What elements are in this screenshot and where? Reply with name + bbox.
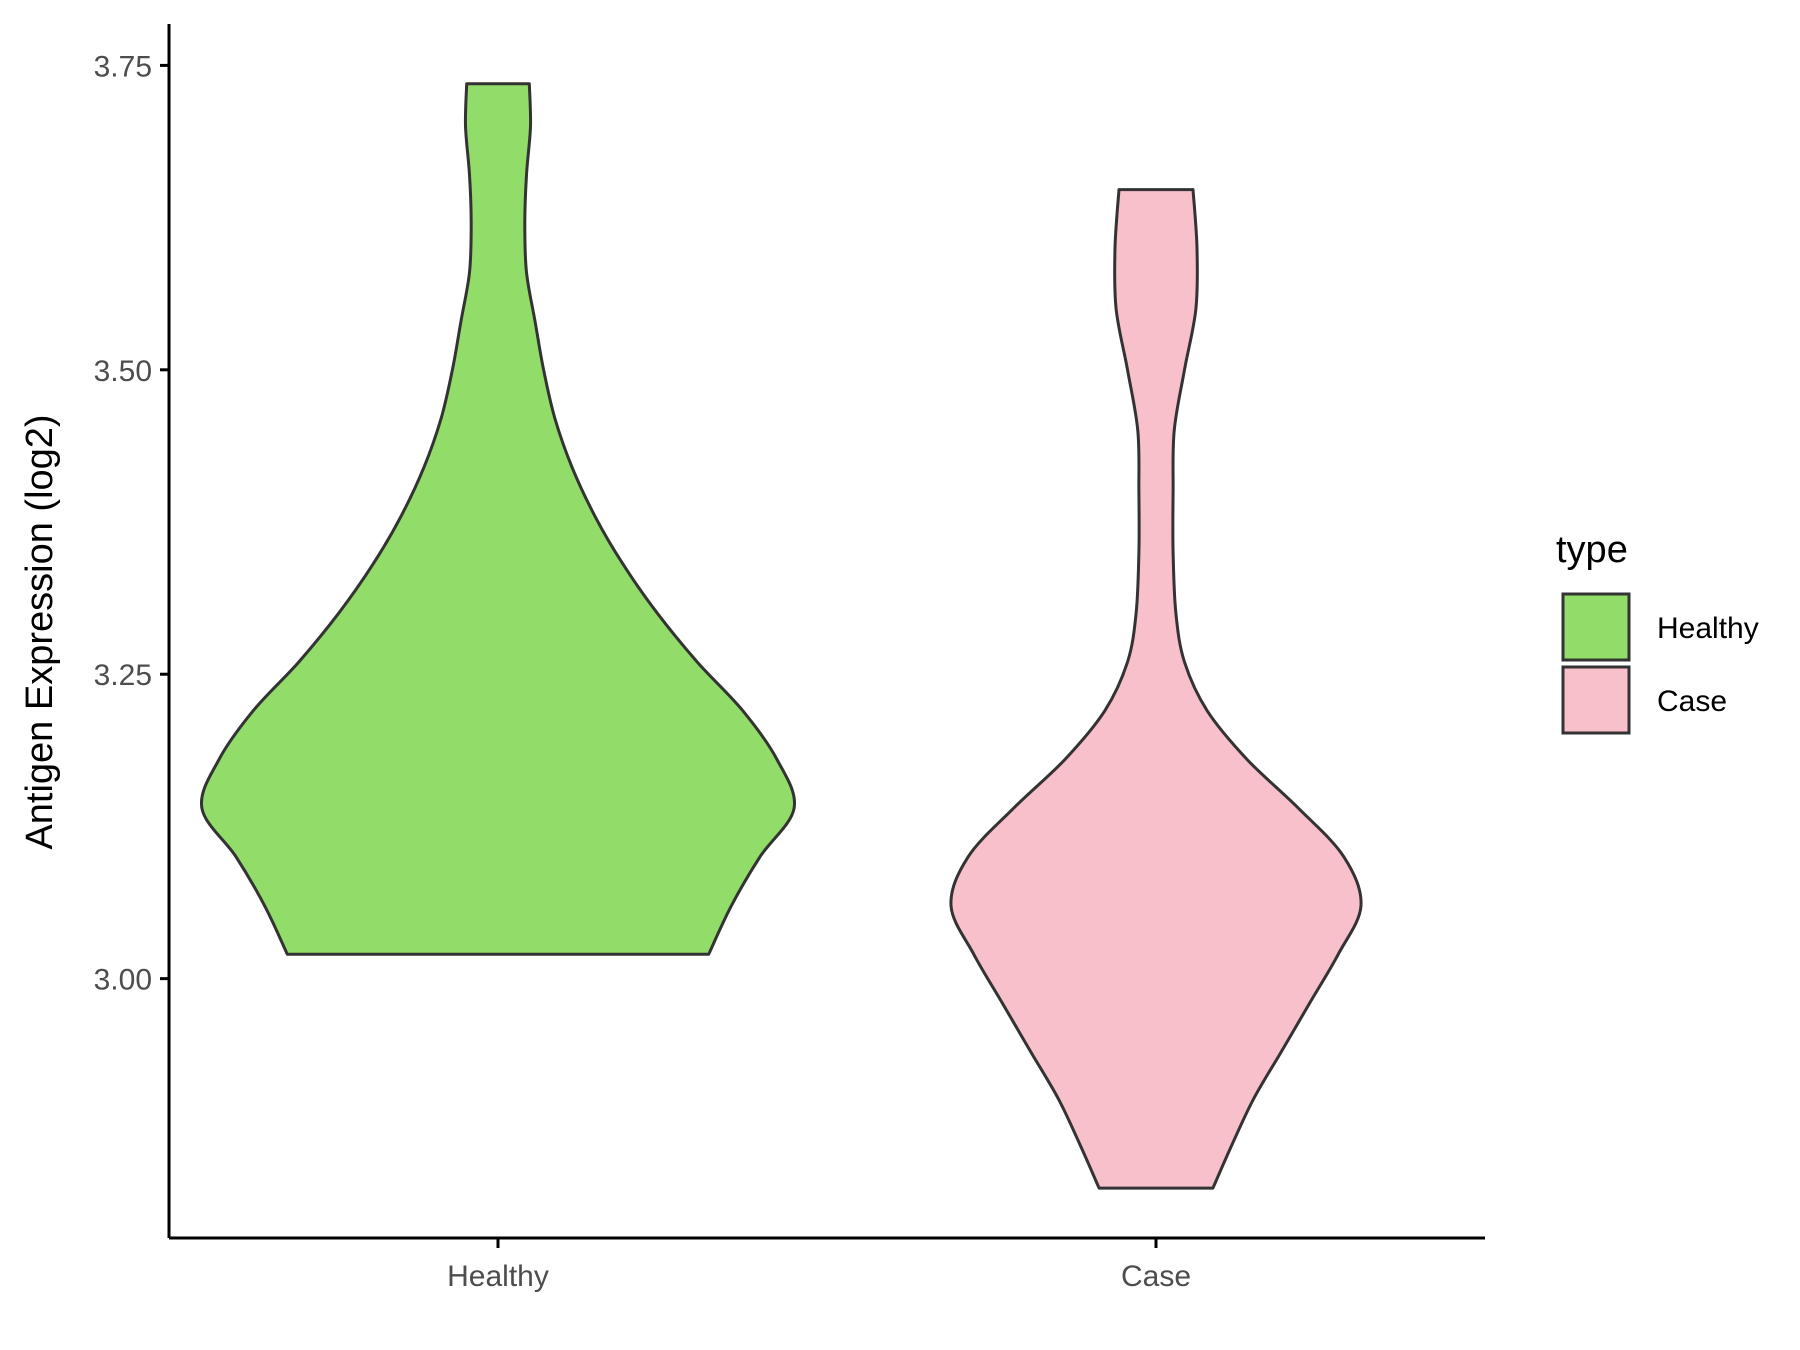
- legend-label-healthy: Healthy: [1657, 612, 1759, 645]
- y-tick-label: 3.25: [94, 659, 152, 692]
- legend-title: type: [1556, 529, 1628, 571]
- x-tick-label: Case: [1121, 1260, 1191, 1293]
- x-tick-label: Healthy: [447, 1260, 549, 1293]
- legend-entries: Healthy Case: [1561, 592, 1759, 735]
- violins-layer: [199, 82, 1363, 1190]
- y-ticks: 3.00 3.25 3.50 3.75: [94, 50, 169, 997]
- legend-swatch-healthy: [1561, 592, 1631, 662]
- x-ticks: Healthy Case: [447, 1238, 1191, 1293]
- violin-healthy: [199, 82, 797, 956]
- legend-swatch-case: [1561, 665, 1631, 735]
- plot-panel: 3.00 3.25 3.50 3.75 Healthy Case: [94, 24, 1485, 1293]
- y-tick-label: 3.50: [94, 355, 152, 388]
- y-tick-label: 3.00: [94, 964, 152, 997]
- violin-case: [949, 188, 1363, 1190]
- legend: type Healthy Case: [1556, 529, 1759, 735]
- y-axis-title: Antigen Expression (log2): [19, 414, 61, 849]
- y-tick-label: 3.75: [94, 50, 152, 83]
- legend-label-case: Case: [1657, 685, 1727, 718]
